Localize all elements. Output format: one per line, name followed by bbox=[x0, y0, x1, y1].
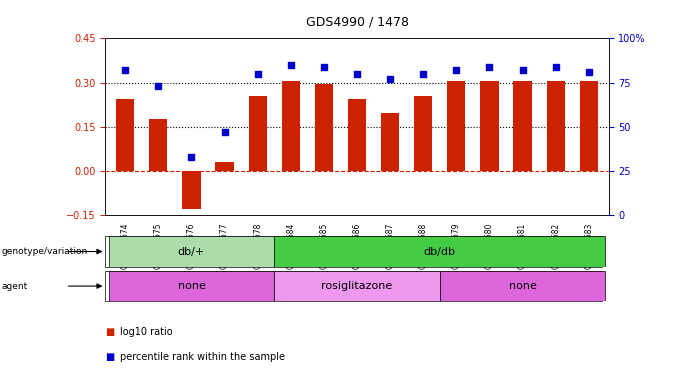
Bar bbox=[182, 171, 201, 209]
Text: percentile rank within the sample: percentile rank within the sample bbox=[120, 352, 286, 362]
FancyBboxPatch shape bbox=[274, 236, 605, 267]
Point bbox=[186, 154, 197, 160]
Bar bbox=[249, 96, 267, 171]
FancyBboxPatch shape bbox=[274, 271, 440, 301]
Bar bbox=[447, 81, 465, 171]
Point bbox=[484, 64, 495, 70]
Bar bbox=[547, 81, 564, 171]
Point bbox=[583, 69, 594, 75]
Bar bbox=[216, 162, 234, 171]
Bar bbox=[150, 119, 167, 171]
Point bbox=[550, 64, 561, 70]
Point bbox=[219, 129, 230, 135]
Point bbox=[318, 64, 329, 70]
Text: none: none bbox=[509, 281, 537, 291]
Bar bbox=[480, 81, 498, 171]
Bar bbox=[414, 96, 432, 171]
Text: db/db: db/db bbox=[424, 247, 456, 257]
Point bbox=[286, 62, 296, 68]
Text: ■: ■ bbox=[105, 352, 115, 362]
Text: ■: ■ bbox=[105, 327, 115, 337]
Text: genotype/variation: genotype/variation bbox=[1, 247, 88, 256]
Point bbox=[252, 71, 263, 77]
Point bbox=[385, 76, 396, 82]
Point bbox=[153, 83, 164, 89]
Text: agent: agent bbox=[1, 281, 28, 291]
FancyBboxPatch shape bbox=[440, 271, 605, 301]
Text: log10 ratio: log10 ratio bbox=[120, 327, 173, 337]
Bar bbox=[381, 114, 399, 171]
FancyBboxPatch shape bbox=[109, 236, 274, 267]
Point bbox=[120, 67, 131, 73]
Bar bbox=[348, 99, 366, 171]
Point bbox=[451, 67, 462, 73]
Text: db/+: db/+ bbox=[178, 247, 205, 257]
Text: none: none bbox=[177, 281, 205, 291]
Bar bbox=[579, 81, 598, 171]
Bar bbox=[116, 99, 135, 171]
Point bbox=[418, 71, 428, 77]
Bar bbox=[513, 81, 532, 171]
Bar bbox=[315, 84, 333, 171]
FancyBboxPatch shape bbox=[109, 271, 274, 301]
Point bbox=[352, 71, 362, 77]
Bar bbox=[282, 81, 300, 171]
Point bbox=[517, 67, 528, 73]
Text: rosiglitazone: rosiglitazone bbox=[322, 281, 392, 291]
Text: GDS4990 / 1478: GDS4990 / 1478 bbox=[305, 16, 409, 29]
